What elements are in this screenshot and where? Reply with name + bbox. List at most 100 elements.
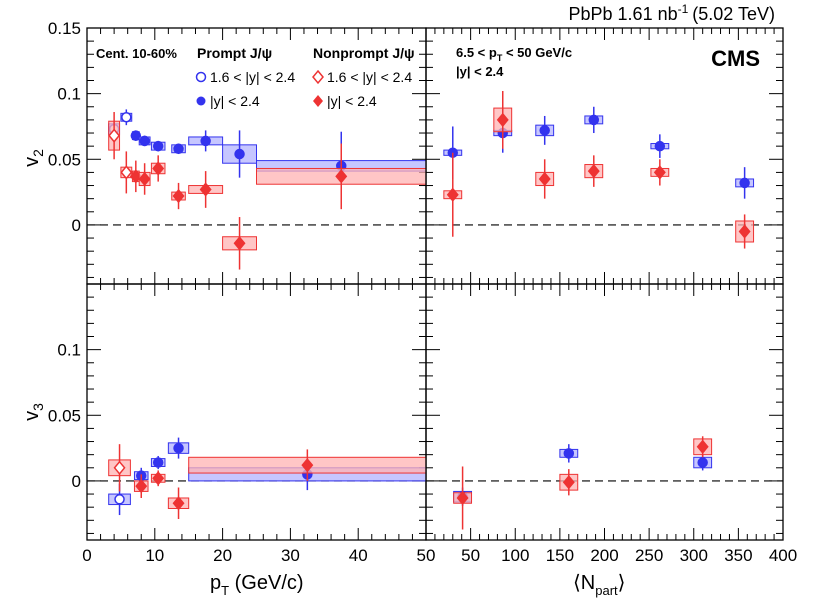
v3-sub: 3 bbox=[30, 403, 46, 411]
data-point bbox=[446, 187, 459, 202]
panels-layer: 0 0.05 0.1 0.15 0 0.05 0.1 0 10 20 30 40 50 50 100 150 2… bbox=[48, 19, 797, 565]
x-tick-label-npart: 50 bbox=[461, 546, 480, 565]
cut-pt-post: < 50 GeV/c bbox=[502, 45, 572, 60]
panel-frame bbox=[86, 283, 427, 541]
x-tick-label-pt: 0 bbox=[82, 546, 91, 565]
data-point bbox=[120, 165, 133, 180]
data-point bbox=[588, 114, 600, 126]
data-point bbox=[456, 490, 469, 506]
y-tick-label: 0.05 bbox=[48, 406, 81, 425]
data-point bbox=[113, 460, 126, 475]
panel-v2-pt bbox=[86, 27, 427, 285]
header-energy: (5.02 TeV) bbox=[692, 4, 775, 24]
cms-label: CMS bbox=[711, 46, 760, 71]
data-point bbox=[173, 143, 184, 155]
x-tick-label-pt: 40 bbox=[349, 546, 368, 565]
data-point bbox=[114, 494, 125, 505]
header-collision: PbPb 1.61 nb bbox=[569, 4, 678, 24]
data-point bbox=[538, 171, 551, 187]
panel-v2-npart bbox=[425, 27, 784, 285]
data-point bbox=[152, 161, 165, 176]
y-tick-label: 0.1 bbox=[57, 85, 81, 104]
legend-prompt-full-label: |y| < 2.4 bbox=[210, 93, 260, 109]
data-point bbox=[335, 169, 348, 184]
cut-y-range: |y| < 2.4 bbox=[456, 64, 504, 79]
header-lumi-exponent: -1 bbox=[678, 2, 689, 16]
v2-sub: 2 bbox=[30, 149, 46, 157]
data-point bbox=[138, 171, 151, 187]
data-point bbox=[539, 125, 550, 136]
header-text: PbPb 1.61 nb-1 (5.02 TeV) bbox=[569, 2, 775, 24]
data-point bbox=[696, 439, 709, 454]
data-point bbox=[130, 130, 142, 141]
data-point bbox=[173, 442, 184, 454]
cut-pt-pre: 6.5 < p bbox=[456, 45, 497, 60]
y-tick-label: 0 bbox=[72, 216, 81, 235]
x-tick-label-pt: 10 bbox=[145, 546, 164, 565]
y-axis-title-v2: v2 bbox=[21, 149, 46, 167]
pt-rest: (GeV/c) bbox=[229, 572, 303, 594]
data-point bbox=[152, 140, 164, 152]
data-point bbox=[739, 177, 750, 189]
legend-centrality: Cent. 10-60% bbox=[96, 46, 177, 61]
data-point bbox=[697, 457, 708, 468]
data-point bbox=[121, 112, 132, 123]
data-point bbox=[233, 236, 246, 251]
x-tick-label-npart: 100 bbox=[501, 546, 529, 565]
x-tick-label-npart: 400 bbox=[769, 546, 797, 565]
pt-main: p bbox=[210, 572, 221, 594]
data-point bbox=[135, 479, 148, 494]
data-point bbox=[172, 188, 185, 204]
pt-sub: T bbox=[221, 583, 229, 598]
legend-prompt-forward-marker bbox=[195, 71, 207, 83]
x-tick-label-npart: 200 bbox=[590, 546, 618, 565]
legend-prompt-forward-label: 1.6 < |y| < 2.4 bbox=[210, 69, 295, 85]
npart-right: ⟩ bbox=[618, 572, 626, 594]
data-point bbox=[587, 163, 600, 179]
legend-prompt-full-marker bbox=[196, 96, 206, 106]
data-point bbox=[199, 182, 212, 197]
legend-nonprompt-full-marker bbox=[313, 95, 323, 107]
y-tick-label: 0.05 bbox=[48, 150, 81, 169]
data-point bbox=[234, 148, 245, 160]
panel-frame bbox=[425, 283, 784, 541]
x-axis-title-npart: ⟨Npart⟩ bbox=[573, 572, 625, 598]
x-tick-label-npart: 350 bbox=[724, 546, 752, 565]
legend-nonprompt-forward-marker bbox=[312, 69, 324, 85]
data-point bbox=[301, 457, 314, 473]
data-point bbox=[108, 128, 121, 143]
legend-nonprompt-forward-label: 1.6 < |y| < 2.4 bbox=[327, 69, 412, 85]
data-point bbox=[653, 165, 666, 180]
y-tick-label: 0.1 bbox=[57, 341, 81, 360]
x-tick-label-pt: 30 bbox=[281, 546, 300, 565]
npart-sub: part bbox=[595, 583, 618, 598]
data-point bbox=[654, 140, 666, 152]
data-point bbox=[738, 224, 751, 239]
x-axis-title-pt: pT (GeV/c) bbox=[210, 572, 304, 598]
panel-v3-npart bbox=[425, 283, 784, 541]
x-tick-label-pt: 50 bbox=[417, 546, 436, 565]
y-tick-label: 0 bbox=[72, 472, 81, 491]
data-point bbox=[562, 475, 575, 490]
npart-left: ⟨N bbox=[573, 572, 595, 594]
x-tick-label-npart: 150 bbox=[546, 546, 574, 565]
cut-pt-sub: T bbox=[497, 53, 503, 63]
y-tick-label: 0.15 bbox=[48, 19, 81, 38]
legend-prompt-title: Prompt J/ψ bbox=[197, 45, 272, 61]
data-point bbox=[200, 135, 211, 147]
x-tick-label-npart: 250 bbox=[635, 546, 663, 565]
legend-nonprompt-full-label: |y| < 2.4 bbox=[327, 93, 377, 109]
cut-pt-range: 6.5 < pT < 50 GeV/c bbox=[456, 45, 572, 63]
y-axis-title-v3: v3 bbox=[21, 403, 46, 421]
data-point bbox=[139, 135, 150, 147]
legend-nonprompt-title: Nonprompt J/ψ bbox=[313, 45, 415, 61]
v2-main: v bbox=[21, 157, 43, 167]
data-point bbox=[563, 448, 575, 459]
v3-main: v bbox=[21, 411, 43, 421]
x-tick-label-pt: 20 bbox=[213, 546, 232, 565]
data-point bbox=[496, 112, 509, 128]
panel-v3-pt bbox=[86, 283, 427, 541]
data-point bbox=[152, 471, 165, 486]
data-point bbox=[172, 496, 185, 511]
